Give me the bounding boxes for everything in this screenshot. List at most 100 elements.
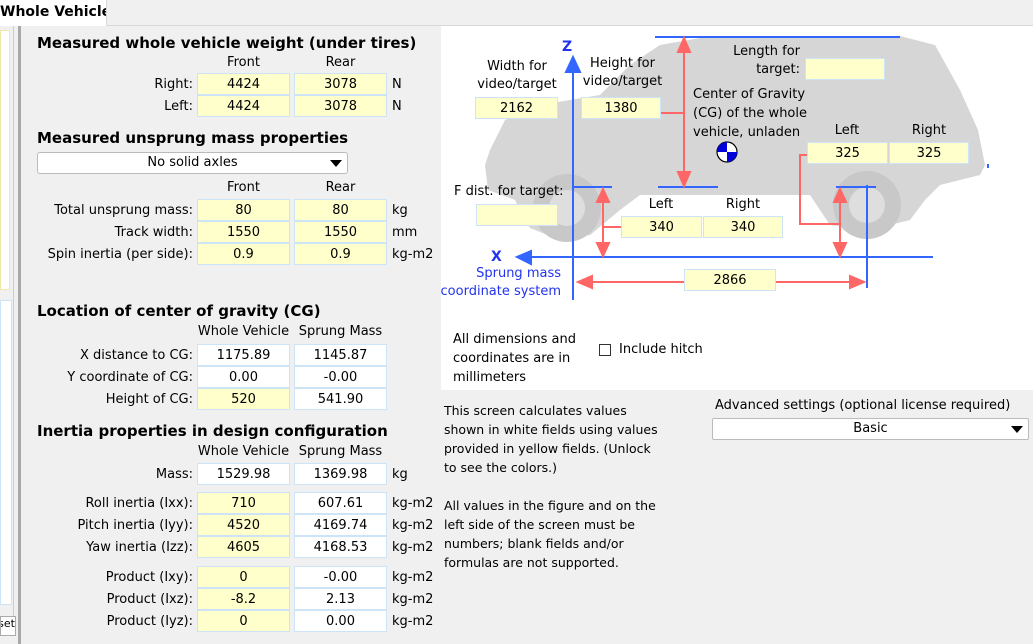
unit: mm [392,225,418,240]
side-list-2[interactable] [0,300,12,605]
inertia-title: Inertia properties in design configurati… [37,422,388,440]
row-label: Product (Iyz): [106,614,193,629]
x-cg-sprung: 1145.87 [294,344,387,366]
width-label: Width for video/target [477,59,557,92]
unsprung-mass-front[interactable]: 80 [197,199,290,221]
front-right-field[interactable]: 340 [703,216,783,238]
unit: kg-m2 [392,614,434,629]
rear-right-label: Right [911,123,947,138]
ixz-whole[interactable]: -8.2 [197,588,290,610]
row-label: Product (Ixz): [106,592,193,607]
row-label: Roll inertia (Ixx): [85,496,193,511]
side-list[interactable] [0,30,10,290]
row-label: Y coordinate of CG: [67,370,193,385]
row-label: Yaw inertia (Izz): [86,540,193,555]
iyy-whole[interactable]: 4520 [197,514,290,536]
y-cg-sprung: -0.00 [294,366,387,388]
info-text-2: All values in the figure and on the left … [444,498,656,570]
rear-right-field[interactable]: 325 [889,142,969,164]
unsprung-mass-rear[interactable]: 80 [294,199,387,221]
weight-title: Measured whole vehicle weight (under tir… [37,34,417,52]
splitter[interactable] [18,26,21,644]
cg-icon [716,141,738,163]
spin-inertia-front[interactable]: 0.9 [197,243,290,265]
col-rear: Rear [325,55,356,70]
col-whole: Whole Vehicle [197,324,290,339]
ixx-whole[interactable]: 710 [197,492,290,514]
axle-type-value: No solid axles [147,155,238,170]
unit: kg-m2 [392,540,434,555]
coord-system-label: Sprung mass coordinate system [440,266,561,299]
ixy-whole[interactable]: 0 [197,566,290,588]
h-cg-sprung: 541.90 [294,388,387,410]
wheelbase-field[interactable]: 2866 [684,269,776,291]
chevron-down-icon [1011,426,1023,433]
x-arrow [514,249,532,266]
fdist-label: F dist. for target: [454,184,564,199]
y-cg-whole: 0.00 [197,366,290,388]
mass-sprung: 1369.98 [294,463,387,485]
unit: kg-m2 [392,496,434,511]
col-sprung: Sprung Mass [298,324,383,339]
advanced-settings-select[interactable]: Basic [712,418,1029,440]
front-right-label: Right [725,197,761,212]
ixx-sprung: 607.61 [294,492,387,514]
axle-type-select[interactable]: No solid axles [37,152,348,174]
info-text-1: This screen calculates values shown in wh… [444,403,658,475]
ixz-sprung: 2.13 [294,588,387,610]
tab-divider [107,25,1033,26]
fdist-field[interactable] [476,204,558,226]
row-label: Track width: [114,225,193,240]
front-left-label: Left [648,197,674,212]
cg-label: Center of Gravity (CG) of the whole vehicl… [693,87,807,140]
front-left-field[interactable]: 340 [621,216,702,238]
rear-left-label: Left [834,123,860,138]
height-label: Height for video/target [582,56,663,89]
h-cg-whole[interactable]: 520 [197,388,290,410]
weight-left-front[interactable]: 4424 [197,95,290,117]
iyz-sprung: 0.00 [294,610,387,632]
unit: N [392,77,402,92]
include-hitch-label[interactable]: Include hitch [619,342,703,357]
weight-right-front[interactable]: 4424 [197,73,290,95]
length-field[interactable] [805,58,885,80]
unit: kg-m2 [392,247,434,262]
z-label: Z [562,39,573,55]
ixy-sprung: -0.00 [294,566,387,588]
row-label: Spin inertia (per side): [47,247,193,262]
rear-left-field[interactable]: 325 [807,142,888,164]
track-width-front[interactable]: 1550 [197,221,290,243]
row-label: Left: [164,99,193,114]
weight-left-rear[interactable]: 3078 [294,95,387,117]
row-label: Right: [154,77,193,92]
include-hitch-checkbox[interactable] [599,344,611,356]
height-field[interactable]: 1380 [581,97,661,119]
col-front: Front [227,180,260,195]
unit: kg [392,203,408,218]
unsprung-title: Measured unsprung mass properties [37,129,349,147]
reset-button[interactable]: Reset [0,616,16,636]
track-width-rear[interactable]: 1550 [294,221,387,243]
iyy-sprung: 4169.74 [294,514,387,536]
row-label: X distance to CG: [80,348,193,363]
weight-right-rear[interactable]: 3078 [294,73,387,95]
spin-inertia-rear[interactable]: 0.9 [294,243,387,265]
advanced-settings-value: Basic [853,421,888,436]
izz-sprung: 4168.53 [294,536,387,558]
width-field[interactable]: 2162 [475,97,558,119]
row-label: Height of CG: [105,392,193,407]
izz-whole[interactable]: 4605 [197,536,290,558]
length-label: Length for target: [733,44,800,77]
x-label: X [491,249,502,265]
tab-whole-vehicle[interactable]: Whole Vehicle) [0,0,107,26]
dims-note: All dimensions and coordinates are in mill… [453,332,576,385]
unit: kg [392,467,408,482]
mass-whole: 1529.98 [197,463,290,485]
row-label: Total unsprung mass: [54,203,193,218]
z-arrow [564,54,582,73]
unit: N [392,99,402,114]
iyz-whole[interactable]: 0 [197,610,290,632]
col-sprung: Sprung Mass [298,444,383,459]
advanced-settings-label: Advanced settings (optional license requ… [715,398,1011,413]
